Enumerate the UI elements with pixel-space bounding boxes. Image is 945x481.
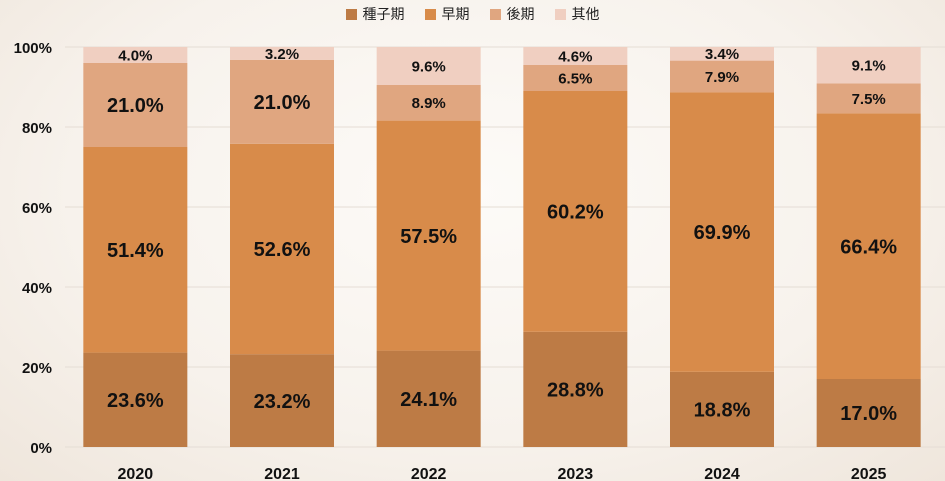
data-label: 4.6% [558, 48, 592, 65]
bar-segment [523, 65, 628, 91]
x-tick-label: 2024 [704, 466, 740, 481]
bar-segment [523, 47, 628, 65]
bar-segment [670, 92, 774, 372]
bar-segment [83, 147, 188, 353]
data-label: 17.0% [840, 403, 897, 425]
legend-item-other: 其他 [554, 4, 600, 24]
data-label: 9.6% [412, 58, 446, 75]
bar-segment [83, 63, 188, 147]
bar-segment [816, 113, 921, 380]
data-label: 21.0% [254, 92, 311, 114]
x-tick-label: 2025 [851, 466, 887, 481]
bar-segment [816, 47, 921, 84]
data-label: 51.4% [107, 240, 164, 262]
data-label: 7.9% [705, 69, 739, 86]
legend-swatch-other [554, 8, 566, 20]
y-tick-label: 20% [22, 360, 52, 377]
legend-label-early: 早期 [441, 7, 470, 23]
bar-segment [670, 47, 774, 61]
chart-legend: 種子期 早期 後期 其他 [0, 4, 945, 24]
data-label: 28.8% [547, 380, 604, 402]
y-tick-label: 60% [22, 200, 52, 217]
bar-segment [83, 352, 188, 447]
bar-segment [670, 60, 774, 93]
data-label: 52.6% [254, 239, 311, 261]
bar-segment [376, 120, 481, 351]
y-tick-label: 40% [22, 280, 52, 297]
bar-segment [670, 371, 774, 447]
data-label: 3.4% [705, 46, 739, 63]
data-label: 23.6% [107, 390, 164, 412]
data-label: 23.2% [254, 391, 311, 413]
legend-item-early: 早期 [424, 4, 470, 24]
bar-segment [816, 83, 921, 114]
bar-segment [376, 85, 481, 121]
bar-segment [523, 91, 628, 332]
data-label: 60.2% [547, 202, 604, 224]
data-label: 69.9% [694, 222, 751, 244]
bar-segment [230, 59, 334, 144]
legend-label-late: 後期 [506, 7, 535, 23]
bar-segment [816, 379, 921, 447]
bar-segment [376, 47, 481, 85]
data-label: 6.5% [558, 70, 592, 87]
x-tick-label: 2020 [118, 466, 154, 481]
legend-swatch-late [489, 8, 501, 20]
legend-swatch-seed [345, 8, 357, 20]
legend-label-seed: 種子期 [362, 7, 405, 23]
data-label: 18.8% [694, 400, 751, 422]
x-tick-label: 2022 [411, 466, 447, 481]
legend-item-seed: 種子期 [345, 4, 405, 24]
bar-segment [230, 143, 334, 355]
data-label: 8.9% [412, 95, 446, 112]
bar-segment [230, 47, 334, 60]
x-tick-label: 2023 [558, 466, 594, 481]
data-label: 9.1% [852, 58, 886, 75]
legend-swatch-early [424, 8, 436, 20]
data-label: 57.5% [400, 226, 457, 248]
legend-label-other: 其他 [571, 7, 600, 23]
x-tick-label: 2021 [264, 466, 300, 481]
y-tick-label: 100% [14, 40, 52, 57]
data-label: 21.0% [107, 95, 164, 117]
data-label: 24.1% [400, 389, 457, 411]
data-label: 7.5% [852, 91, 886, 108]
bar-segment [376, 350, 481, 447]
legend-item-late: 後期 [489, 4, 535, 24]
data-label: 66.4% [840, 236, 897, 258]
data-label: 4.0% [118, 47, 152, 64]
y-tick-label: 0% [30, 440, 52, 457]
bar-segment [83, 47, 188, 63]
bar-segment [523, 331, 628, 447]
y-tick-label: 80% [22, 120, 52, 137]
data-label: 3.2% [265, 46, 299, 63]
bar-segment [230, 354, 334, 447]
